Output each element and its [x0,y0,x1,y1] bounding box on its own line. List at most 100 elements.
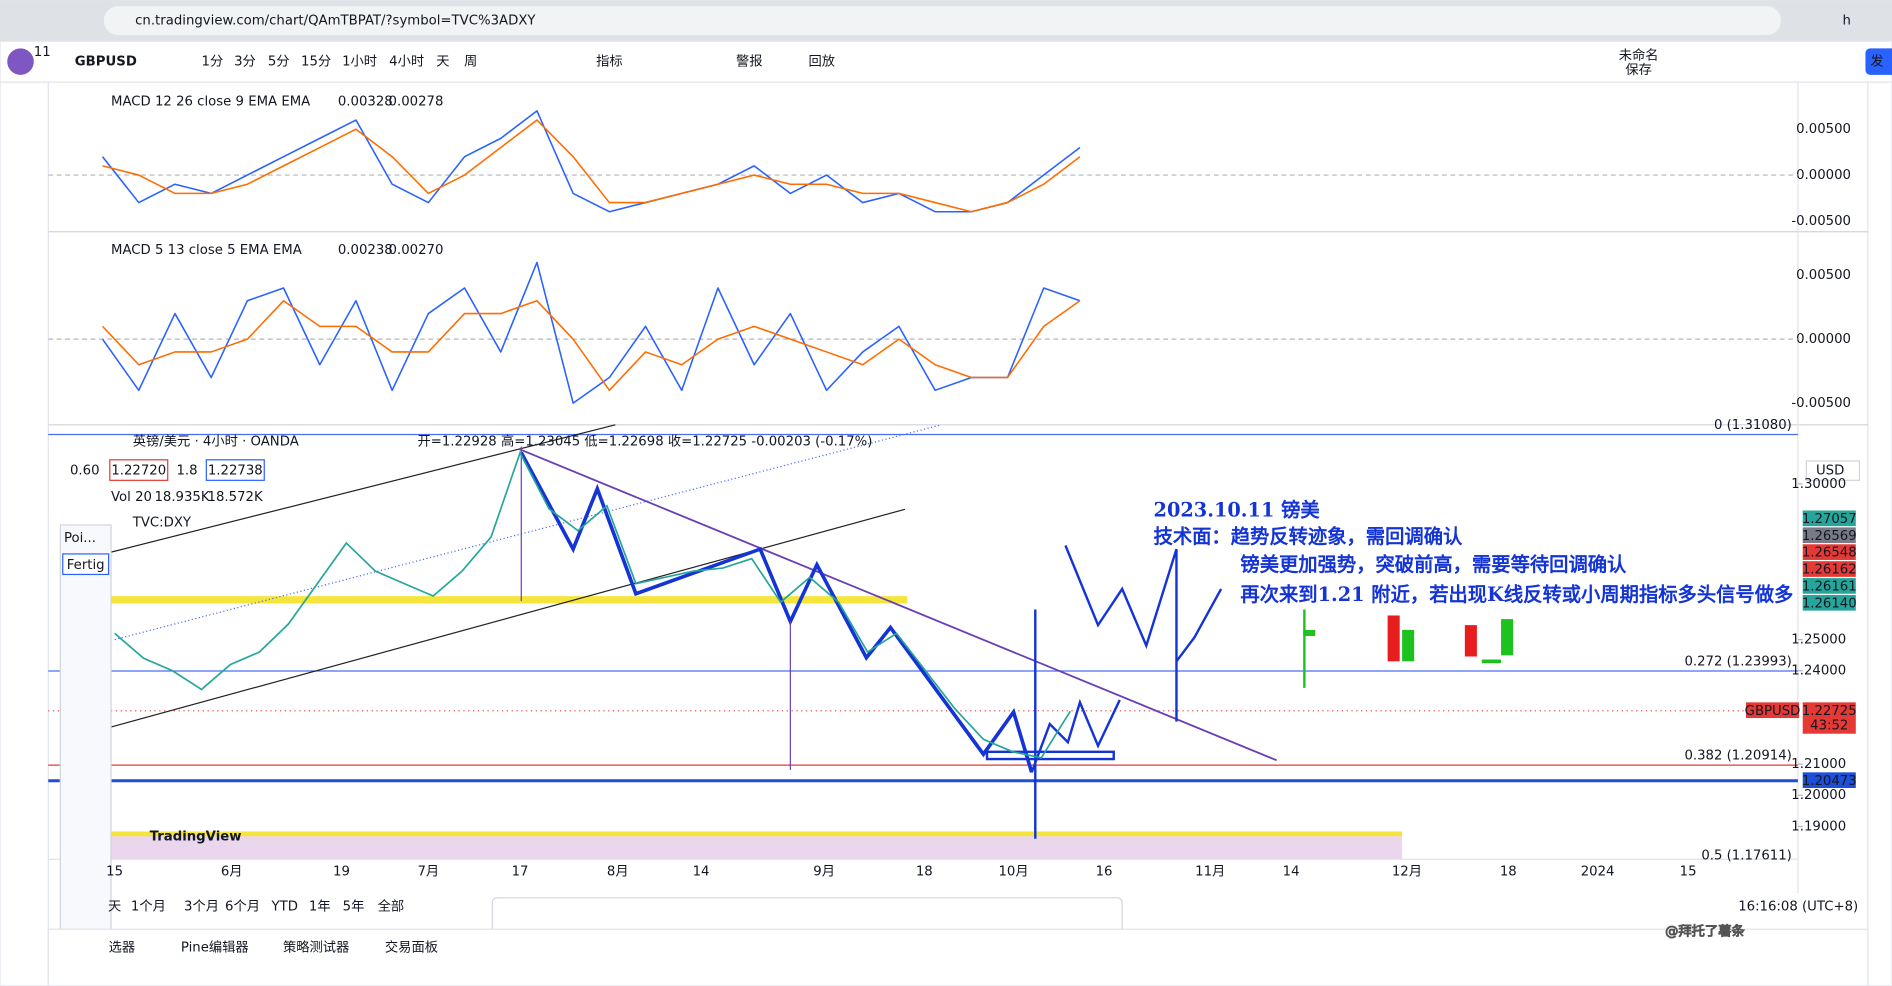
ask[interactable]: 1.22738 [208,464,263,479]
fib-label: 0.272 (1.23993) [1684,654,1791,669]
symbol[interactable]: GBPUSD [75,55,137,70]
range-button[interactable]: 天 [108,899,121,914]
price-label-bg [1802,527,1856,544]
price-label: 1.26569 [1802,529,1857,544]
signal-value: 0.00270 [389,243,444,258]
range-button[interactable]: 全部 [378,897,405,914]
bid[interactable]: 1.22720 [111,464,166,479]
time-tick: 19 [333,864,350,879]
last-price-bg [1802,702,1856,734]
price-tick: 1.24000 [1791,664,1846,679]
price-tick: 1.30000 [1791,477,1846,492]
annotation: 再次来到1.21 附近，若出现K线反转或小周期指标多头信号做多 [1240,583,1793,606]
price-label: 1.26548 [1802,546,1857,561]
range-button[interactable]: YTD [271,899,298,914]
time-tick: 14 [1283,864,1300,879]
bid-box[interactable] [109,459,169,481]
price-label: 1.26162 [1802,563,1857,578]
signal-line [101,299,1081,392]
macd-value: 0.00238 [338,243,393,258]
price-tick: 1.19000 [1791,819,1846,834]
box-drawing [985,750,1115,761]
watermark: @拜托了薯条 [1665,923,1745,940]
channel-line [108,508,906,729]
clock: 16:16:08 (UTC+8) [1738,899,1858,914]
time-tick: 10月 [998,864,1028,879]
address-bar[interactable] [103,6,1781,36]
done-label[interactable]: Fertig [67,558,105,573]
fib-label: 0.5 (1.17611) [1701,849,1792,864]
interval[interactable]: 天 [436,55,449,70]
avatar[interactable] [7,48,34,75]
last-price-symbol: GBPUSD [1745,704,1801,719]
ohlc: 开=1.22928 高=1.23045 低=1.22698 收=1.22725 … [417,433,872,450]
time-tick: 18 [916,864,933,879]
replay[interactable]: 回放 [808,54,835,70]
currency-button[interactable] [1805,460,1861,481]
price-label-bg [1802,578,1856,594]
candle-icon [1387,615,1400,662]
time-tick: 9月 [813,864,835,879]
time-tick: 17 [512,864,529,879]
range-button[interactable]: 6个月 [225,898,260,914]
save-label[interactable]: 保存 [1625,62,1652,78]
annotation: 镑美更加强势，突破前高，需要等待回调确认 [1240,553,1627,576]
bottom-tab[interactable]: 选器 [109,939,136,955]
range-button[interactable]: 1个月 [131,898,166,914]
bottom-tab[interactable]: Pine编辑器 [181,939,249,955]
range-button[interactable]: 3个月 [184,898,219,914]
price-label: 1.26161 [1802,580,1857,595]
ask-box[interactable] [205,459,265,481]
drawing-panel [59,524,112,985]
publish[interactable]: 发 [1870,54,1883,70]
candle-icon [1402,629,1415,662]
bottom-panel [47,928,1869,986]
indicators[interactable]: 指标 [596,54,623,70]
axis-label: -0.00500 [1791,214,1851,229]
axis-label: -0.00500 [1791,396,1851,411]
projection-drawing [1175,588,1223,663]
volume-value: 18.935K [154,490,209,505]
time-tick: 8月 [607,864,629,879]
candle-icon [1303,629,1316,636]
price-label-bg [1802,561,1856,577]
publish-button[interactable] [1865,48,1892,75]
blue-level: 1.20473 [1802,774,1857,789]
price-tick: 1.25000 [1791,633,1846,648]
bottom-tab[interactable]: 策略测试器 [283,938,349,955]
spread: 1.8 [176,464,197,479]
panel-title: Poi... [64,531,96,546]
interval[interactable]: 4小时 [389,54,424,70]
interval[interactable]: 5分 [268,54,290,70]
annotation: 技术面：趋势反转迹象，需回调确认 [1154,525,1463,548]
price-label-bg [1802,510,1856,527]
zigzag-drawing [1030,698,1121,773]
interval[interactable]: 3分 [234,54,256,70]
range-button[interactable]: 1年 [309,898,331,914]
macd-line [101,110,1081,213]
price-line [114,450,1072,759]
time-tick: 16 [1096,864,1113,879]
done-button[interactable] [62,553,110,576]
last-price: 1.22725 [1802,704,1857,719]
indicator-label: MACD 5 13 close 5 EMA EMA [111,243,302,258]
annotation: 2023.10.11 镑美 [1154,499,1321,522]
axis-label: 0.00000 [1796,168,1851,183]
interval[interactable]: 1分 [202,54,224,70]
wave-drawing [519,451,1034,773]
axis-label: 0.00500 [1796,122,1851,137]
dotted-trend [114,424,942,641]
interval[interactable]: 1小时 [342,54,377,70]
url[interactable]: cn.tradingview.com/chart/QAmTBPAT/?symbo… [135,14,536,29]
channel-line [108,424,616,554]
interval[interactable]: 15分 [301,54,331,70]
alert[interactable]: 警报 [736,54,763,70]
avatar-letter: h [1843,14,1851,29]
currency[interactable]: USD [1816,464,1844,479]
bottom-tab[interactable]: 交易面板 [385,938,438,955]
time-tick: 15 [1680,864,1697,879]
interval[interactable]: 周 [464,55,477,70]
blue-level-bg [1802,772,1856,789]
range-button[interactable]: 5年 [343,898,365,914]
